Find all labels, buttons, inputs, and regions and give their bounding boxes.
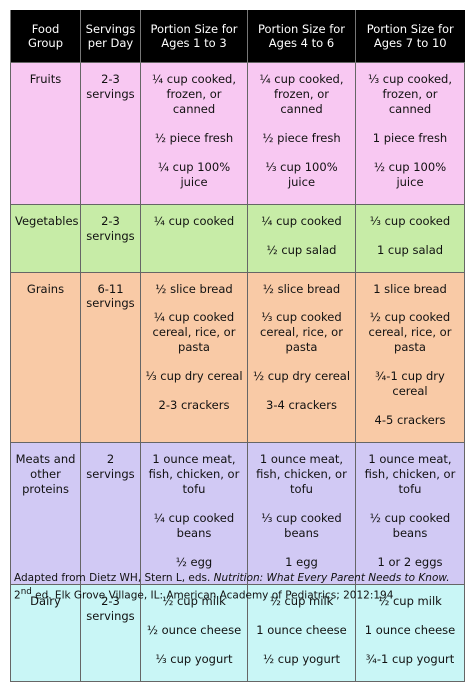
cell-item: ¾-1 cup dry cereal	[375, 369, 445, 399]
table-cell: ½ slice bread ⅓ cup cooked cereal, rice, …	[247, 271, 356, 444]
cell-item: ½ slice bread	[155, 281, 233, 296]
table-cell: ⅓ cup cooked, frozen, or canned 1 piece f…	[355, 62, 465, 205]
table-cell: ⅓ cup cooked 1 cup salad	[355, 203, 465, 273]
cell-item: ½ ounce cheese	[146, 622, 242, 637]
cell-item: ⅓ cup yogurt	[155, 651, 233, 666]
header-cell: Portion Size for Ages 7 to 10	[355, 10, 465, 63]
table-row: Fruits 2-3 servings ¼ cup cooked, frozen, …	[10, 62, 465, 205]
footnote-title: Nutrition: What Every Parent Needs to Kn…	[213, 572, 450, 584]
table-cell: 1 ounce meat, fish, chicken, or tofu ½ cu…	[355, 442, 465, 585]
cell-item: ½ cup milk	[378, 593, 442, 608]
table-row: Vegetables 2-3 servings ¼ cup cooked ¼ cup …	[10, 203, 465, 273]
cell-item: ⅓ cup cooked cereal, rice, or pasta	[260, 310, 343, 355]
header-cell: Portion Size for Ages 1 to 3	[140, 10, 248, 63]
table-cell: ¼ cup cooked ½ cup salad	[247, 203, 356, 273]
cell-item: Fruits	[29, 72, 62, 86]
cell-item: 2-3 crackers	[158, 398, 230, 413]
cell-item: ¼ cup 100% juice	[157, 159, 231, 189]
cell-item: ¼ cup cooked	[153, 213, 235, 228]
cell-item: ½ slice bread	[262, 281, 341, 296]
table-cell: Meats and other proteins	[10, 442, 81, 585]
cell-item: 2 servings	[86, 452, 135, 481]
table-cell: ½ slice bread ¼ cup cooked cereal, rice, …	[140, 271, 248, 444]
cell-item: 2-3 servings	[86, 213, 135, 243]
cell-item: Grains	[26, 281, 65, 296]
table-cell: Grains	[10, 271, 81, 444]
cell-item: Dairy	[30, 593, 61, 608]
footnote: Adapted from Dietz WH, Stern L, eds. Nut…	[14, 571, 464, 604]
cell-item: ¼ cup cooked beans	[153, 510, 235, 540]
cell-item: ⅓ cup cooked, frozen, or canned	[367, 72, 453, 116]
cell-item: ½ cup salad	[266, 242, 337, 257]
cell-item: ⅓ cup cooked beans	[261, 510, 342, 540]
cell-item: ¼ cup cooked, frozen, or canned	[151, 72, 237, 116]
cell-item: ⅓ cup 100% juice	[265, 159, 338, 189]
table-cell: ¼ cup cooked	[140, 203, 248, 273]
table-cell: 1 ounce meat, fish, chicken, or tofu ⅓ cu…	[247, 442, 356, 585]
page: Food Group Servings per Day Portion Size f…	[10, 10, 465, 682]
cell-item: ½ cup yogurt	[262, 651, 341, 666]
cell-item: 1 ounce meat, fish, chicken, or tofu	[256, 452, 347, 496]
cell-item: ½ cup cooked cereal, rice, or pasta	[368, 310, 452, 355]
table-body: Fruits 2-3 servings ¼ cup cooked, frozen, …	[10, 62, 465, 682]
table-cell: 1 ounce meat, fish, chicken, or tofu ¼ cu…	[140, 442, 248, 585]
table-row: Grains 6-11 servings ½ slice bread ¼ cup co…	[10, 271, 465, 444]
table-cell: Vegetables	[10, 203, 81, 273]
cell-item: ½ cup 100% juice	[373, 159, 447, 189]
table-cell: ¼ cup cooked, frozen, or canned ½ piece f…	[140, 62, 248, 205]
cell-item: 1 piece fresh	[372, 130, 448, 145]
cell-item: ½ cup dry cereal	[252, 369, 351, 384]
table-cell: Fruits	[10, 62, 81, 205]
header-cell: Food Group	[10, 10, 81, 63]
cell-item: ¼ cup cooked cereal, rice, or pasta	[152, 310, 236, 355]
cell-item: ½ cup milk	[162, 593, 226, 608]
table-wrap: Food Group Servings per Day Portion Size f…	[10, 10, 465, 682]
cell-item: 6-11 servings	[86, 281, 135, 311]
table-cell: 2-3 servings	[80, 203, 141, 273]
cell-item: 2-3 servings	[86, 72, 135, 101]
cell-item: ¾-1 cup yogurt	[365, 651, 455, 666]
cell-item: ½ piece fresh	[154, 130, 234, 145]
cell-item: ½ piece fresh	[262, 130, 341, 145]
table-cell: 2 servings	[80, 442, 141, 585]
cell-item: ⅓ cup cooked	[369, 213, 451, 228]
table-cell: 2-3 servings	[80, 62, 141, 205]
cell-item: 1 ounce meat, fish, chicken, or tofu	[148, 452, 240, 496]
cell-item: 1 ounce cheese	[364, 622, 456, 637]
cell-item: 1 egg	[285, 554, 318, 569]
footnote-text: ed. Elk Grove Village, IL: American Acad…	[31, 589, 394, 602]
table-row: Meats and other proteins 2 servings 1 ounc…	[10, 442, 465, 585]
header-cell: Servings per Day	[80, 10, 141, 63]
footnote-sup: nd	[20, 587, 32, 598]
cell-item: 1 slice bread	[373, 281, 447, 296]
cell-item: 1 ounce meat, fish, chicken, or tofu	[364, 452, 456, 496]
cell-item: ¼ cup cooked	[261, 213, 342, 228]
cell-item: 1 ounce cheese	[256, 622, 347, 637]
table-cell: 6-11 servings	[80, 271, 141, 444]
header-cell: Portion Size for Ages 4 to 6	[247, 10, 356, 63]
header-row: Food Group Servings per Day Portion Size f…	[10, 10, 465, 63]
footnote-text: 2	[14, 589, 21, 602]
cell-item: ½ cup cooked beans	[369, 510, 451, 540]
cell-item: ⅓ cup dry cereal	[145, 369, 243, 384]
cell-item: ½ egg	[175, 554, 213, 569]
cell-item: 4-5 crackers	[374, 413, 446, 428]
table-cell: 1 slice bread ½ cup cooked cereal, rice, …	[355, 271, 465, 444]
cell-item: 1 cup salad	[376, 242, 444, 257]
food-table: Food Group Servings per Day Portion Size f…	[10, 10, 465, 682]
table-cell: ¼ cup cooked, frozen, or canned ½ piece f…	[247, 62, 356, 205]
cell-item: Meats and other proteins	[15, 452, 76, 496]
cell-item: ¼ cup cooked, frozen, or canned	[259, 72, 344, 116]
cell-item: 3-4 crackers	[266, 398, 337, 413]
cell-item: 1 or 2 eggs	[377, 554, 443, 569]
footnote-text: Adapted from Dietz WH, Stern L, eds.	[14, 572, 214, 584]
cell-item: Vegetables	[15, 213, 79, 228]
cell-item: ½ cup milk	[269, 593, 334, 608]
